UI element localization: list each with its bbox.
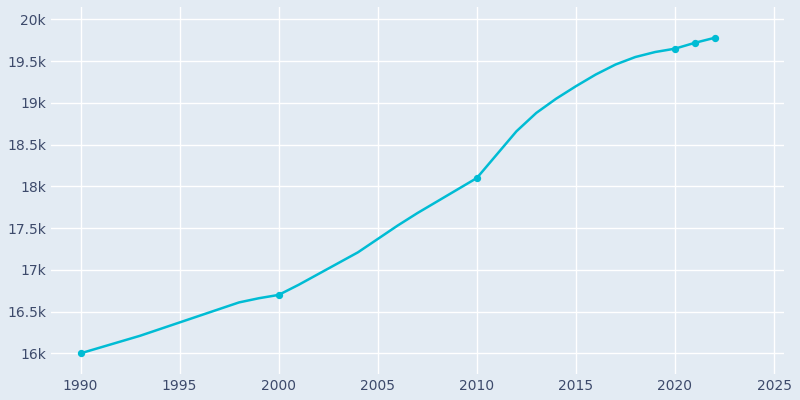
Point	[688, 40, 701, 46]
Point	[74, 350, 87, 356]
Point	[669, 46, 682, 52]
Point	[470, 175, 483, 181]
Point	[708, 35, 721, 41]
Point	[272, 292, 285, 298]
